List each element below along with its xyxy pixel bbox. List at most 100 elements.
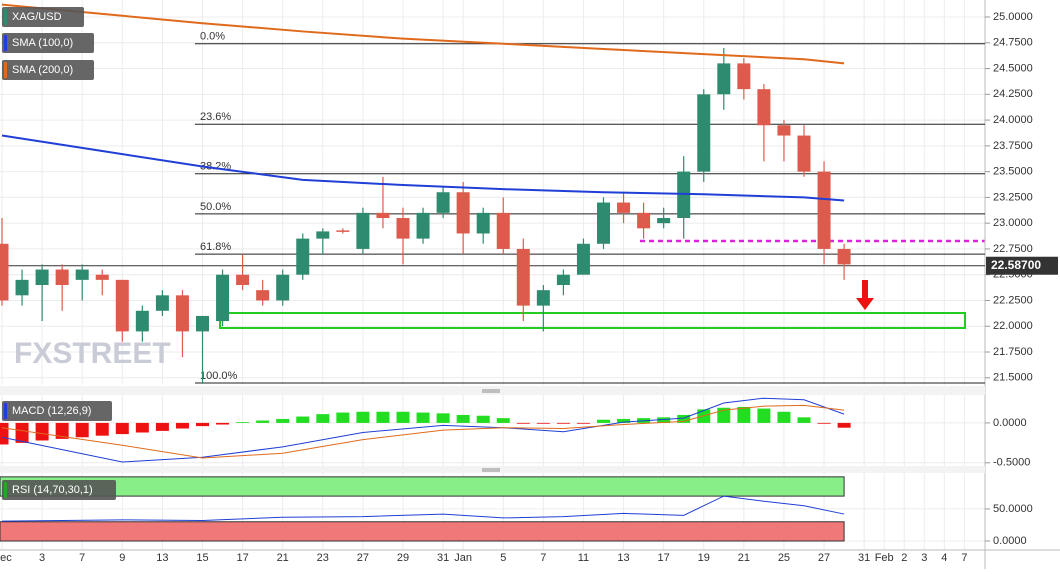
legend-swatch (4, 62, 7, 78)
x-tick-label: 31 (858, 552, 870, 564)
candle-body (576, 243, 590, 275)
histogram-bar (597, 419, 610, 423)
legend-box (2, 480, 116, 500)
x-tick-label: 7 (79, 552, 85, 564)
histogram-bar (757, 408, 771, 423)
candle-body (256, 290, 270, 301)
indicator-line (1, 3, 845, 65)
y-tick-label: 50.0000 (993, 503, 1033, 515)
fib-label: 61.8% (200, 241, 231, 253)
histogram-bar (336, 412, 350, 423)
candle-body (196, 315, 209, 332)
candle-body (175, 295, 189, 332)
x-tick-label: 7 (540, 552, 546, 564)
x-tick-label: Feb (875, 552, 894, 564)
histogram-bar (95, 422, 109, 436)
legend-box (2, 401, 112, 421)
candle-body (597, 202, 610, 244)
legend-swatch (4, 35, 7, 51)
histogram-bar (135, 422, 149, 433)
histogram-bar (115, 422, 129, 435)
histogram-bar (456, 414, 470, 423)
candle-body (296, 238, 310, 275)
y-tick-label: 0.0000 (993, 417, 1027, 429)
histogram-bar (797, 417, 811, 423)
candle-body (757, 89, 771, 126)
legend-item: XAG/USD (2, 7, 84, 27)
x-tick-label: 4 (941, 552, 947, 564)
x-tick-label: 3 (39, 552, 45, 564)
histogram-bar (396, 411, 410, 423)
legend-label: SMA (100,0) (12, 37, 73, 49)
histogram-bar (356, 411, 370, 423)
fib-label: 23.6% (200, 111, 231, 123)
legend-box (2, 7, 84, 27)
x-tick-label: 5 (500, 552, 506, 564)
x-tick-label: 21 (277, 552, 289, 564)
histogram-bar (536, 422, 550, 424)
histogram-bar (516, 422, 530, 424)
candle-body (456, 192, 470, 234)
y-tick-label: -0.5000 (993, 457, 1030, 469)
candle-body (837, 248, 851, 265)
histogram-bar (296, 416, 310, 423)
histogram-bar (316, 414, 330, 423)
legend-box (2, 60, 94, 80)
legend-label: RSI (14,70,30,1) (12, 484, 93, 496)
candle-body (155, 295, 169, 311)
candle-body (516, 248, 530, 306)
x-tick-label: 11 (578, 552, 589, 564)
candle-body (737, 63, 751, 90)
legend-item: SMA (100,0) (2, 33, 94, 53)
last-price-box (986, 256, 1058, 275)
histogram-bar (276, 418, 290, 423)
y-tick-label: 24.0000 (993, 114, 1033, 126)
fib-label: 100.0% (200, 370, 238, 382)
legend-box (2, 33, 94, 53)
x-tick-label: 25 (778, 552, 790, 564)
candle-body (617, 202, 631, 213)
candle-body (55, 269, 69, 286)
fib-label: 0.0% (200, 31, 225, 43)
candle-body (777, 125, 791, 136)
histogram-bar (837, 422, 851, 428)
candle-body (396, 218, 410, 239)
y-tick-label: 23.2500 (993, 191, 1033, 203)
x-tick-label: 2 (901, 552, 907, 564)
y-tick-label: 24.2500 (993, 88, 1033, 100)
candle-body (817, 171, 831, 249)
y-tick-label: 24.5000 (993, 62, 1033, 74)
x-tick-label: 17 (236, 552, 248, 564)
histogram-bar (376, 411, 390, 423)
indicator-line (1, 495, 845, 522)
x-tick-label: 29 (397, 552, 409, 564)
histogram-bar (476, 415, 490, 423)
candle-body (797, 135, 811, 172)
legend-item: RSI (14,70,30,1) (2, 480, 116, 500)
candle-body (496, 212, 510, 249)
candle-body (316, 231, 330, 239)
histogram-bar (657, 417, 671, 423)
legend-swatch (4, 403, 7, 419)
histogram-bar (556, 422, 570, 424)
candle-body (135, 310, 149, 332)
x-tick-label: 27 (818, 552, 830, 564)
oversold-band (0, 521, 845, 542)
indicator-line (1, 397, 845, 463)
legend-label: MACD (12,26,9) (12, 405, 91, 417)
histogram-bar (35, 422, 49, 441)
candle-body (356, 212, 370, 249)
y-tick-label: 22.7500 (993, 243, 1033, 255)
histogram-bar (576, 422, 590, 424)
candle-body (476, 212, 490, 234)
histogram-bar (196, 422, 209, 427)
histogram-bar (436, 413, 450, 423)
histogram-bar (617, 418, 631, 423)
y-tick-label: 22.2500 (993, 294, 1033, 306)
candle-body (35, 269, 49, 286)
y-tick-label: 25.0000 (993, 11, 1033, 23)
candle-body (637, 212, 651, 229)
candle-body (336, 230, 350, 232)
